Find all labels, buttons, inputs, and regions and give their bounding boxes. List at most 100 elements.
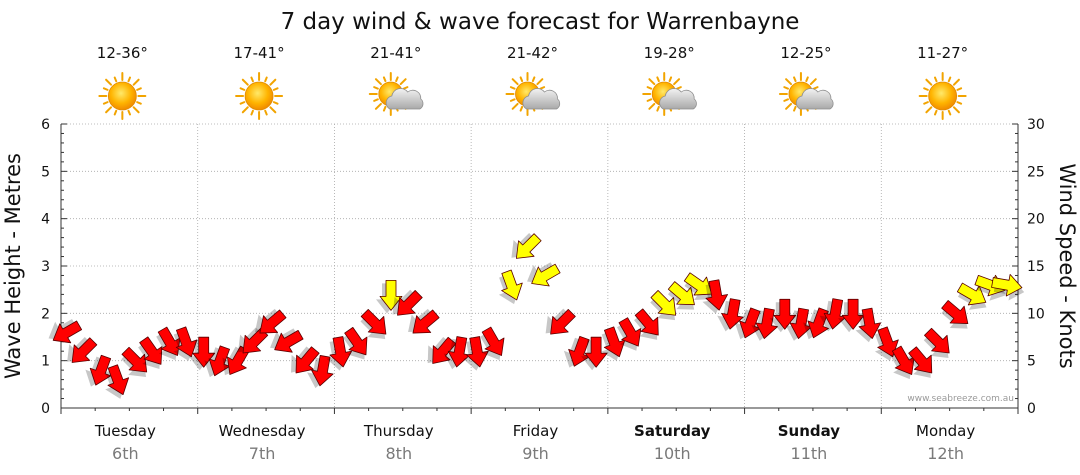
wind-arrow [498, 269, 523, 305]
wind-arrow [838, 298, 865, 333]
right-tick-labels: 0 5 10 15 20 25 30 [1027, 117, 1045, 417]
wind-arrow [874, 326, 899, 361]
wind-arrow [427, 336, 457, 364]
wind-arrow [121, 346, 148, 377]
wind-arrow [204, 345, 231, 378]
left-tick-label: 3 [41, 259, 50, 275]
left-tick-label: 1 [41, 354, 50, 370]
left-tick-label: 0 [41, 401, 50, 417]
wind-arrow [650, 290, 677, 321]
wind-arrow [307, 355, 334, 389]
wind-arrow [254, 308, 287, 334]
wind-arrow [769, 298, 797, 333]
wind-arrow [67, 337, 98, 363]
day-name-label: Tuesday [94, 422, 156, 440]
wind-arrow [138, 336, 163, 370]
cloud-icon [385, 88, 424, 110]
day-temperature: 17-41° [234, 44, 285, 62]
right-tick-label: 20 [1027, 212, 1045, 228]
day-date-label: 10th [654, 444, 691, 463]
wind-arrow [392, 289, 423, 316]
right-tick-label: 25 [1027, 164, 1045, 180]
sun-icon [235, 72, 284, 120]
sun-icon [98, 72, 147, 120]
day-temperature: 12-25° [780, 44, 831, 62]
wind-arrow [907, 346, 933, 378]
wind-arrow [991, 274, 1025, 301]
cloud-icon [795, 88, 834, 110]
wind-arrow [563, 335, 590, 368]
day-temperature: 12-36° [97, 44, 148, 62]
day-name-label: Friday [513, 422, 559, 440]
wind-arrow [343, 326, 368, 360]
right-tick-label: 0 [1027, 401, 1036, 417]
wind-arrow [443, 336, 471, 370]
day-headers: 12-36° 17-41° 21-41° 21-42° 19-28° 12-25° 11-2… [97, 44, 968, 120]
day-name-label: Sunday [778, 422, 841, 440]
wind-arrow [785, 307, 813, 341]
axes [60, 123, 1019, 414]
wind-arrow [408, 308, 440, 334]
wind-arrows [48, 232, 1025, 399]
right-tick-label: 30 [1027, 117, 1045, 133]
wind-arrow [527, 262, 561, 287]
wind-arrow [326, 336, 352, 371]
day-temperature: 21-42° [507, 44, 558, 62]
day-date-label: 6th [112, 444, 139, 463]
left-tick-label: 5 [41, 164, 50, 180]
right-axis-label: Wind Speed - Knots [1055, 163, 1079, 368]
sun-cloud-icon [642, 72, 697, 116]
wind-arrow [360, 308, 387, 340]
wind-arrow [751, 307, 778, 341]
chart-title: 7 day wind & wave forecast for Warrenbay… [281, 9, 800, 35]
wind-arrow [545, 308, 576, 335]
wind-arrow [819, 298, 847, 332]
sun-cloud-icon [778, 72, 834, 116]
wind-arrow [617, 317, 642, 351]
wind-arrow [601, 326, 626, 361]
wind-arrow [85, 354, 112, 387]
wind-arrow [581, 336, 608, 371]
day-temperature: 11-27° [917, 44, 968, 62]
sun-icon [98, 72, 147, 120]
wind-arrow [683, 272, 713, 301]
x-axis-day-labels: Tuesday 6th Wednesday 7th Thursday 8th Friday 9… [94, 422, 976, 463]
day-date-label: 7th [249, 444, 276, 463]
wind-arrow [890, 345, 915, 380]
sun-icon [235, 72, 284, 120]
right-tick-label: 10 [1027, 306, 1045, 322]
sun-cloud-icon [368, 72, 424, 116]
wind-arrow [173, 326, 198, 361]
wind-arrow [956, 282, 987, 310]
wind-arrow [238, 327, 269, 354]
wind-arrow [717, 298, 744, 332]
left-axis-label: Wave Height - Metres [1, 153, 25, 379]
wind-arrow [291, 346, 320, 374]
sun-icon [918, 72, 967, 120]
day-date-label: 9th [522, 444, 549, 463]
wind-arrow [855, 307, 882, 343]
wind-arrow [463, 336, 489, 371]
right-tick-label: 15 [1027, 259, 1045, 275]
wind-arrow [105, 364, 130, 399]
day-name-label: Thursday [363, 422, 434, 440]
day-date-label: 11th [791, 444, 828, 463]
day-name-label: Monday [916, 422, 975, 440]
wind-arrow [734, 307, 761, 340]
day-date-label: 8th [385, 444, 412, 463]
right-tick-label: 5 [1027, 354, 1036, 370]
wind-arrow [803, 307, 829, 340]
day-date-label: 12th [927, 444, 964, 463]
left-tick-label: 4 [41, 212, 50, 228]
left-tick-labels: 0 1 2 3 4 5 6 [41, 117, 50, 417]
credit-text: www.seabreeze.com.au [907, 394, 1014, 404]
wind-arrow [48, 319, 83, 344]
cloud-icon [522, 88, 561, 110]
day-name-label: Wednesday [219, 422, 306, 440]
day-temperature: 19-28° [644, 44, 695, 62]
wind-arrow [702, 279, 728, 314]
cloud-icon [659, 88, 697, 110]
day-name-label: Saturday [634, 422, 711, 440]
wind-arrow [511, 232, 542, 259]
